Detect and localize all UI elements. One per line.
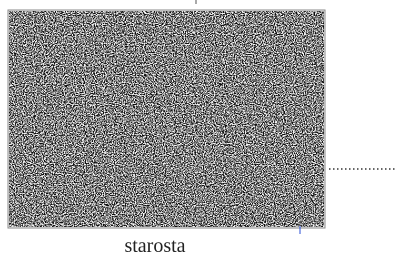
noise-image	[9, 11, 324, 227]
caption: starosta	[124, 235, 185, 255]
screen: starosta	[0, 0, 396, 255]
page: starosta (() => { const data = JSON.pars…	[0, 0, 396, 255]
